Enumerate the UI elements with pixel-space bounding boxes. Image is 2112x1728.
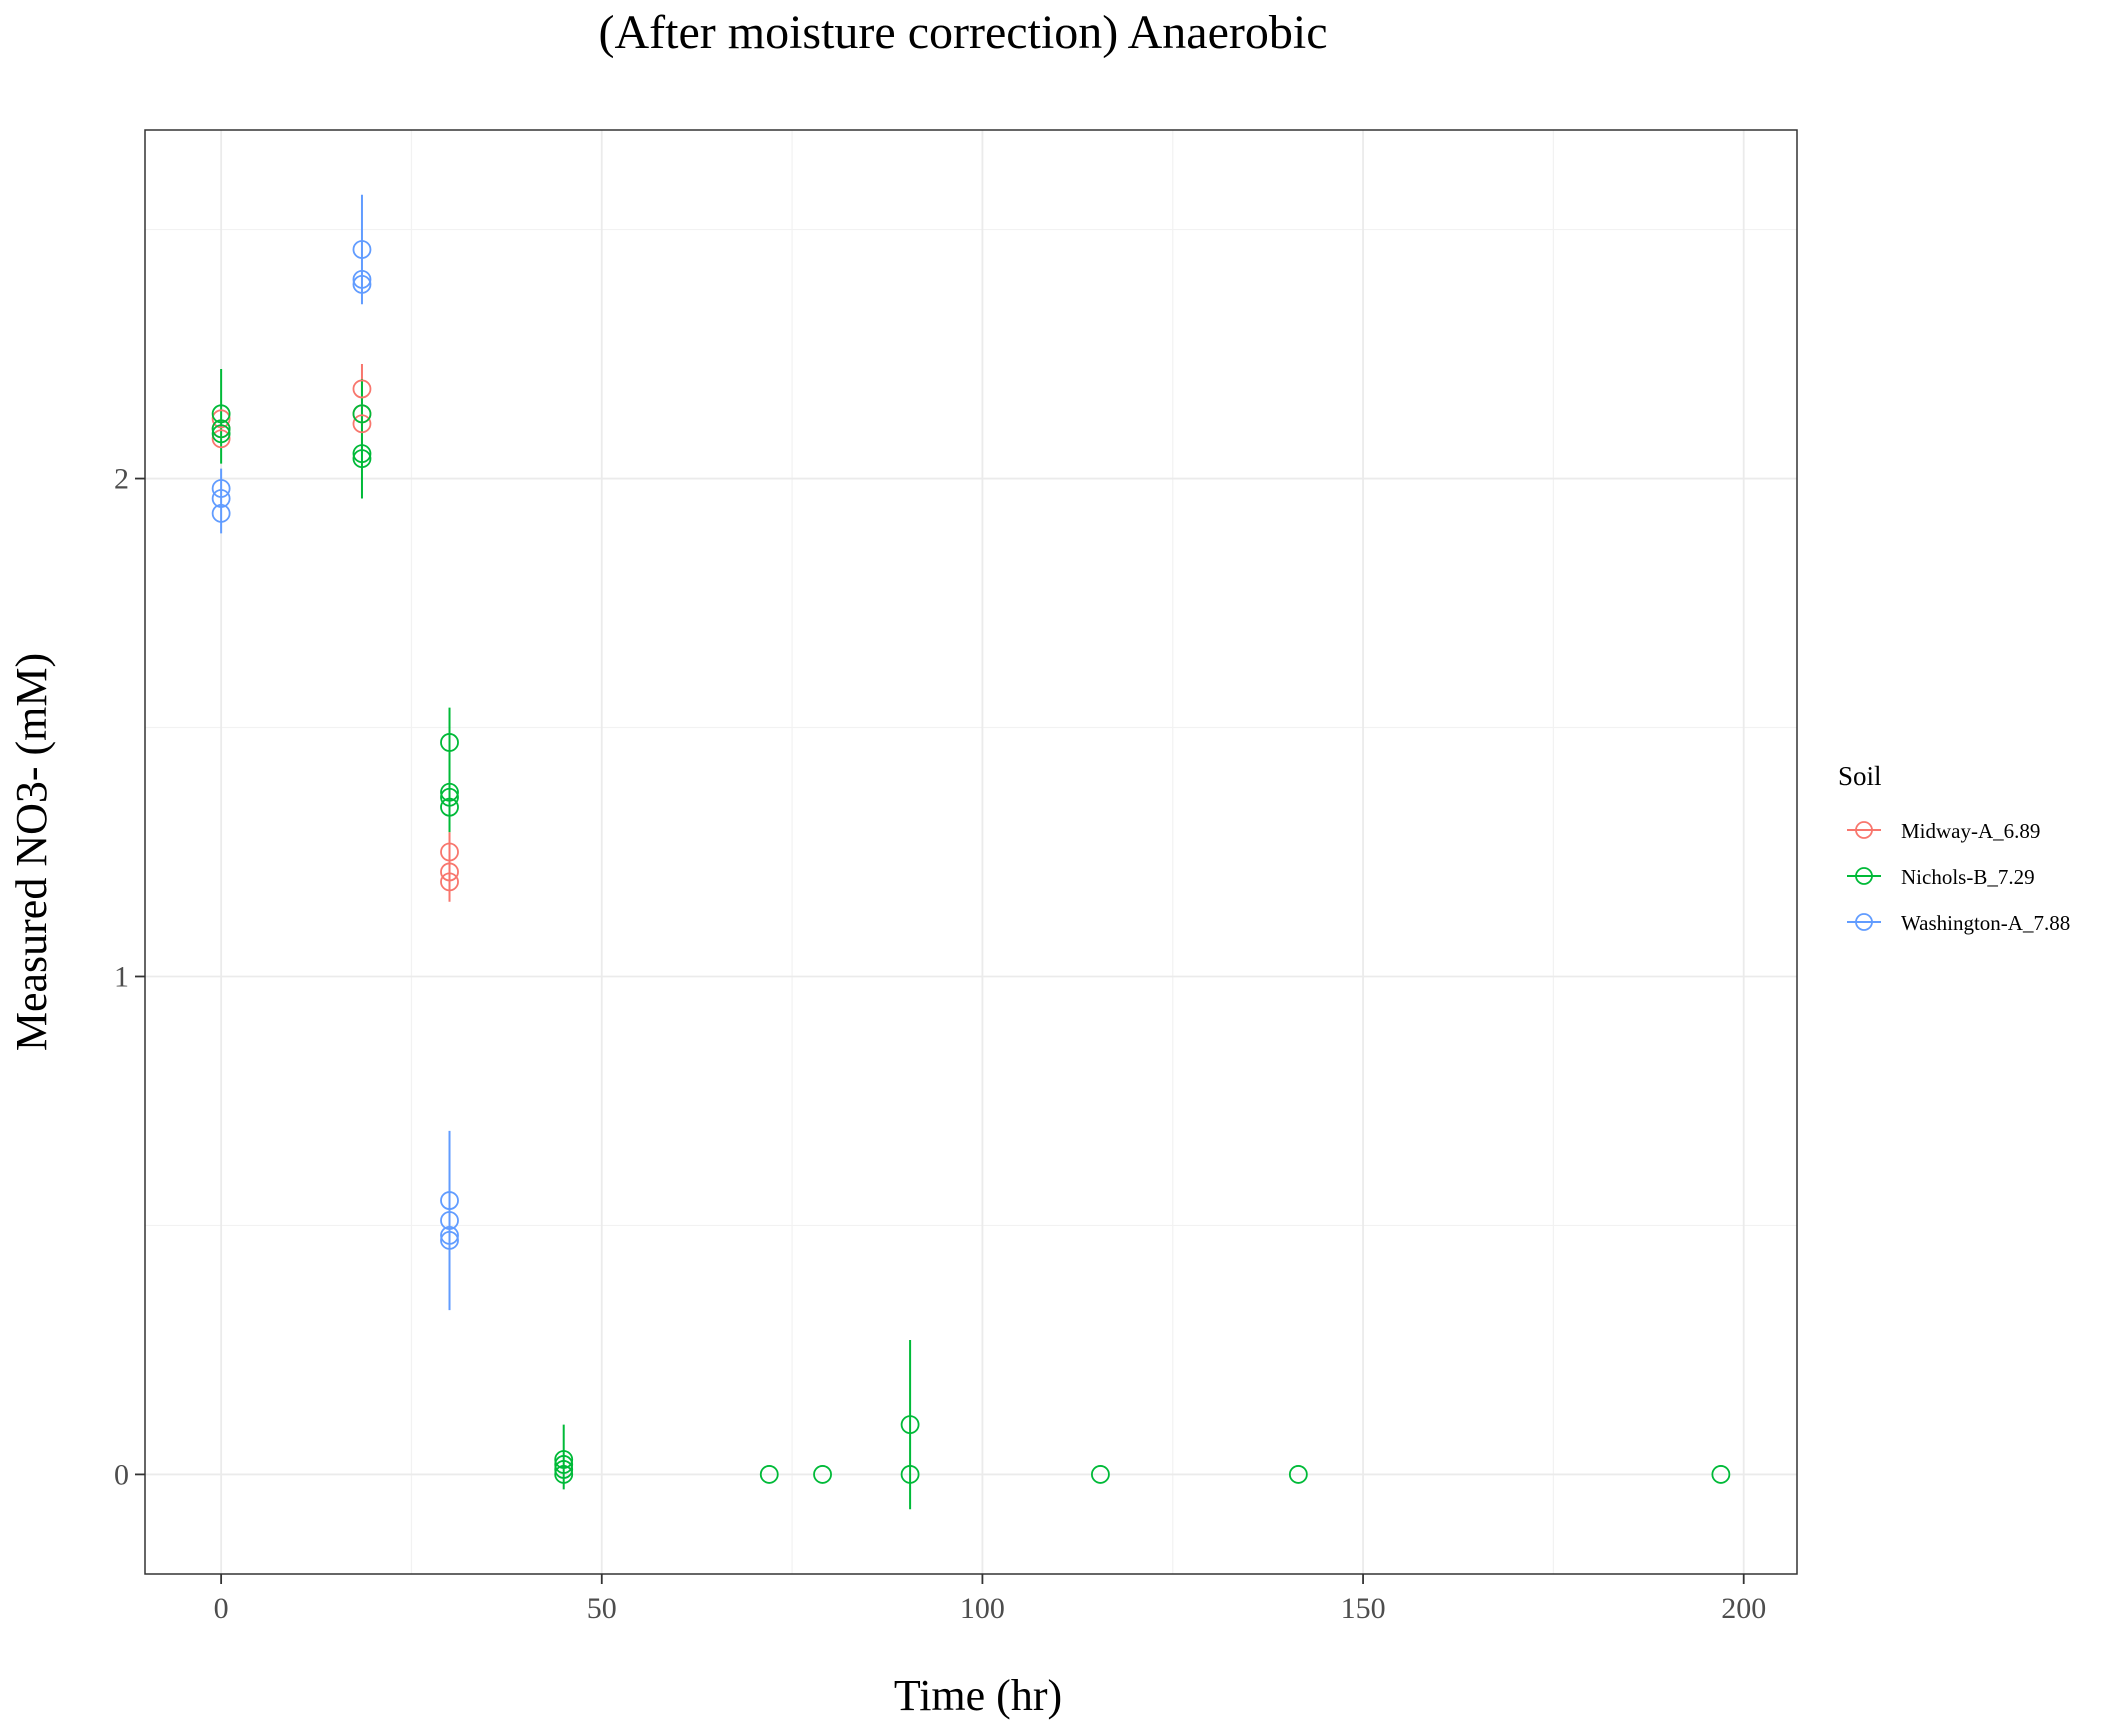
data-point-washington-a-7-88 [440, 1226, 459, 1245]
y-tick-label: 1 [114, 960, 129, 993]
data-point-washington-a-7-88 [440, 1191, 459, 1210]
legend-title: Soil [1838, 761, 1882, 791]
data-point-washington-a-7-88 [352, 240, 372, 259]
x-axis-title: Time (hr) [894, 1671, 1062, 1720]
y-axis-title: Measured NO3- (mM) [7, 653, 56, 1051]
chart-title: (After moisture correction) Anaerobic [598, 6, 1327, 59]
legend-key-point-midway-a-6-89 [1855, 821, 1873, 839]
data-point-washington-a-7-88 [211, 489, 231, 508]
x-tick-label: 100 [960, 1592, 1005, 1625]
data-point-nichols-b-7-29 [1288, 1465, 1308, 1484]
data-point-nichols-b-7-29 [1711, 1465, 1731, 1484]
plot-panel [144, 129, 1798, 1575]
data-point-midway-a-6-89 [211, 429, 231, 449]
data-point-nichols-b-7-29 [440, 787, 459, 807]
data-point-nichols-b-7-29 [440, 733, 459, 752]
legend-label-washington-a-7-88: Washington-A_7.88 [1901, 911, 2070, 935]
data-point-nichols-b-7-29 [554, 1450, 574, 1469]
minor-gridlines [145, 130, 1797, 1574]
x-tick-label: 200 [1721, 1592, 1766, 1625]
data-point-nichols-b-7-29 [211, 424, 231, 444]
data-point-midway-a-6-89 [352, 414, 372, 434]
data-point-nichols-b-7-29 [211, 404, 231, 424]
data-point-nichols-b-7-29 [352, 444, 372, 464]
y-tick-label: 0 [114, 1458, 129, 1491]
data-point-washington-a-7-88 [352, 274, 372, 294]
data-point-nichols-b-7-29 [1091, 1465, 1110, 1484]
data-point-nichols-b-7-29 [440, 782, 459, 802]
legend-label-midway-a-6-89: Midway-A_6.89 [1901, 819, 2040, 843]
data-point-nichols-b-7-29 [352, 449, 372, 469]
data-point-washington-a-7-88 [440, 1230, 459, 1250]
data-point-nichols-b-7-29 [554, 1465, 574, 1484]
legend-key-point-washington-a-7-88 [1855, 913, 1873, 931]
data-point-midway-a-6-89 [211, 409, 231, 429]
data-point-midway-a-6-89 [352, 379, 372, 399]
data-point-nichols-b-7-29 [211, 419, 231, 439]
data-point-nichols-b-7-29 [900, 1465, 920, 1484]
plot-border [144, 129, 1798, 1575]
data-point-midway-a-6-89 [440, 862, 459, 882]
data-point-washington-a-7-88 [211, 479, 231, 498]
data-point-nichols-b-7-29 [900, 1415, 920, 1435]
data-point-nichols-b-7-29 [759, 1465, 779, 1484]
data-points [211, 240, 1731, 1484]
error-bars [220, 194, 912, 1510]
data-point-nichols-b-7-29 [554, 1460, 574, 1479]
data-point-nichols-b-7-29 [352, 404, 372, 424]
y-axis: 0 1 2 [114, 463, 145, 1491]
data-point-washington-a-7-88 [211, 504, 231, 523]
x-axis: 0 50 100 150 200 [214, 1574, 1766, 1625]
data-point-washington-a-7-88 [440, 1211, 459, 1230]
legend: Soil Midway-A_6.89 Nichols-B_7.29 Washingt… [1838, 761, 2070, 935]
data-point-nichols-b-7-29 [554, 1455, 574, 1474]
x-tick-label: 50 [587, 1592, 617, 1625]
x-tick-label: 0 [214, 1592, 229, 1625]
data-point-midway-a-6-89 [440, 842, 459, 862]
legend-key-point-nichols-b-7-29 [1855, 867, 1873, 885]
plot-background [145, 130, 1797, 1574]
data-point-nichols-b-7-29 [813, 1465, 832, 1484]
legend-label-nichols-b-7-29: Nichols-B_7.29 [1901, 865, 2035, 889]
y-tick-label: 2 [114, 463, 129, 496]
data-point-midway-a-6-89 [440, 872, 459, 892]
x-tick-label: 150 [1341, 1592, 1386, 1625]
data-point-nichols-b-7-29 [440, 797, 459, 817]
data-point-washington-a-7-88 [352, 269, 372, 289]
